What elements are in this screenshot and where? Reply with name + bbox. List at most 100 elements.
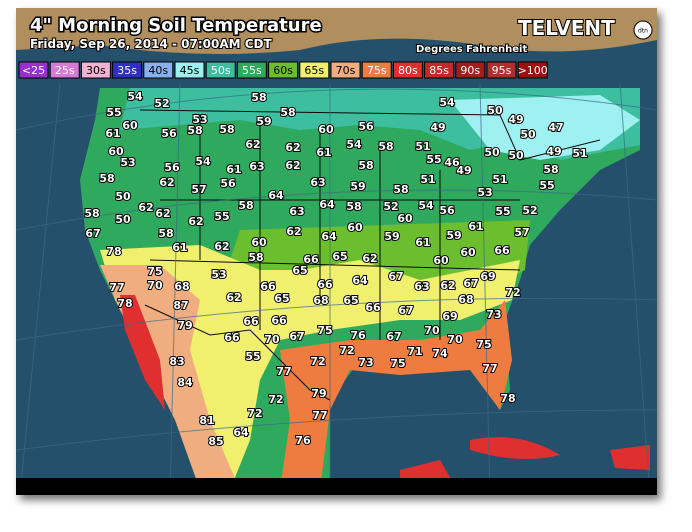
station-reading: 59: [350, 180, 365, 193]
station-reading: 55: [245, 350, 260, 363]
station-reading: 61: [316, 146, 331, 159]
station-reading: 66: [271, 314, 287, 327]
station-reading: 60: [433, 254, 449, 267]
station-reading: 64: [268, 189, 284, 202]
legend-swatch: [205, 61, 236, 79]
station-reading: 50: [520, 128, 536, 141]
station-reading: 55: [426, 153, 441, 166]
station-reading: 46: [444, 156, 460, 169]
station-reading: 67: [398, 304, 413, 317]
station-reading: 70: [264, 333, 280, 346]
station-reading: 78: [106, 245, 121, 258]
station-reading: 69: [442, 310, 457, 323]
legend-swatch: [49, 61, 80, 79]
station-reading: 72: [268, 393, 283, 406]
legend-swatch: [174, 61, 205, 79]
station-reading: 58: [378, 140, 393, 153]
legend-label: >100: [518, 64, 548, 77]
borders: [139, 109, 601, 401]
station-reading: 67: [289, 330, 304, 343]
station-reading: 62: [285, 159, 300, 172]
station-reading: 68: [313, 294, 328, 307]
legend-label: 45s: [180, 64, 200, 77]
legend-swatch: [486, 61, 517, 79]
station-reading: 63: [289, 205, 304, 218]
station-reading: 78: [117, 297, 132, 310]
station-reading: 58: [84, 207, 99, 220]
station-reading: 67: [85, 227, 100, 240]
station-reading: 61: [415, 236, 430, 249]
station-reading: 49: [430, 121, 445, 134]
map-frame: 4" Morning Soil Temperature Friday, Sep …: [16, 8, 657, 495]
legend-label: 40s: [148, 64, 168, 77]
region-45s: [450, 95, 640, 160]
station-reading: 78: [500, 392, 515, 405]
legend-swatch: [392, 61, 423, 79]
station-reading: 77: [312, 409, 327, 422]
station-reading: 50: [115, 213, 131, 226]
station-reading: 60: [251, 236, 267, 249]
station-reading: 73: [358, 356, 373, 369]
station-reading: 53: [120, 156, 135, 169]
station-reading: 72: [505, 286, 520, 299]
legend-swatch: [299, 61, 330, 79]
station-reading: 66: [365, 301, 381, 314]
station-reading: 62: [440, 279, 455, 292]
legend-label: 95s: [492, 64, 512, 77]
station-reading: 58: [99, 172, 114, 185]
legend-swatch: [18, 61, 49, 79]
station-reading: 58: [238, 199, 253, 212]
legend-swatch: [268, 61, 299, 79]
legend-swatch: [236, 61, 267, 79]
station-reading: 58: [393, 183, 408, 196]
station-reading: 53: [192, 113, 207, 126]
station-reading: 70: [447, 333, 463, 346]
station-reading: 56: [161, 127, 177, 140]
station-reading: 62: [138, 201, 153, 214]
station-reading: 63: [414, 280, 429, 293]
station-reading: 66: [303, 253, 319, 266]
station-reading: 61: [105, 127, 120, 140]
station-reading: 62: [285, 141, 300, 154]
title: 4" Morning Soil Temperature: [30, 15, 322, 36]
graticule: [16, 82, 657, 495]
station-reading: 52: [154, 97, 169, 110]
station-reading: 76: [295, 434, 311, 447]
station-reading: 58: [346, 200, 361, 213]
station-reading: 63: [310, 176, 325, 189]
station-reading: 56: [220, 177, 236, 190]
station-reading: 58: [543, 163, 558, 176]
station-reading: 77: [482, 362, 497, 375]
station-reading: 71: [407, 345, 422, 358]
station-reading: 77: [109, 281, 124, 294]
station-reading: 72: [310, 355, 325, 368]
bottom-bar: [16, 478, 657, 495]
station-reading: 62: [362, 252, 377, 265]
station-reading: 64: [352, 274, 368, 287]
region-75s: [280, 300, 512, 490]
legend-swatch: [361, 61, 392, 79]
station-reading: 75: [476, 338, 491, 351]
legend-swatch: [143, 61, 174, 79]
station-reading: 66: [243, 315, 259, 328]
station-reading: 58: [251, 91, 266, 104]
station-reading: 58: [158, 227, 173, 240]
station-reading: 75: [390, 357, 405, 370]
station-reading: 64: [319, 198, 335, 211]
station-reading: 66: [317, 278, 333, 291]
legend-label: 35s: [117, 64, 137, 77]
station-reading: 49: [546, 145, 561, 158]
station-reading: 75: [147, 265, 162, 278]
station-reading: 52: [522, 204, 537, 217]
station-reading: 67: [388, 270, 403, 283]
station-reading: 51: [415, 140, 430, 153]
station-reading: 66: [494, 244, 510, 257]
station-reading: 50: [484, 146, 500, 159]
station-reading: 60: [397, 212, 413, 225]
station-reading: 85: [208, 435, 223, 448]
station-reading: 62: [245, 138, 260, 151]
station-reading: 50: [487, 104, 503, 117]
legend-swatch: [330, 61, 361, 79]
station-reading: 60: [108, 145, 124, 158]
